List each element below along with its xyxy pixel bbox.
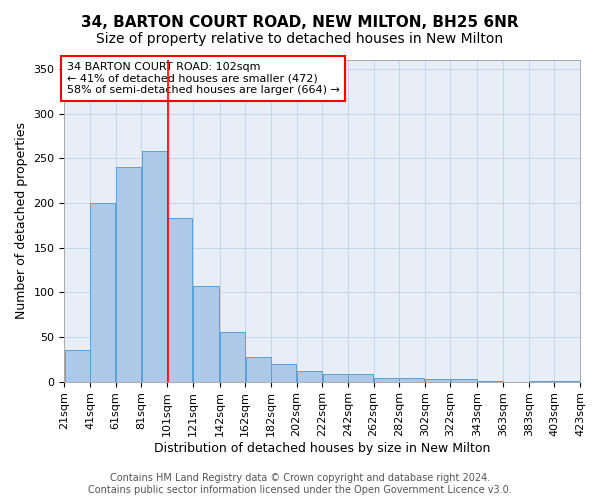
Bar xyxy=(167,218,193,382)
Bar xyxy=(142,151,167,382)
Bar xyxy=(65,350,90,382)
Text: Size of property relative to detached houses in New Milton: Size of property relative to detached ho… xyxy=(97,32,503,46)
Bar xyxy=(554,380,580,382)
Bar xyxy=(529,380,554,382)
Bar xyxy=(400,378,424,382)
Bar xyxy=(271,364,296,382)
Bar xyxy=(91,203,115,382)
Bar xyxy=(348,374,373,382)
Bar xyxy=(245,358,271,382)
Text: Contains HM Land Registry data © Crown copyright and database right 2024.
Contai: Contains HM Land Registry data © Crown c… xyxy=(88,474,512,495)
Text: 34, BARTON COURT ROAD, NEW MILTON, BH25 6NR: 34, BARTON COURT ROAD, NEW MILTON, BH25 … xyxy=(81,15,519,30)
Y-axis label: Number of detached properties: Number of detached properties xyxy=(15,122,28,320)
Bar xyxy=(425,379,450,382)
Bar xyxy=(451,379,477,382)
Bar xyxy=(478,380,503,382)
Bar xyxy=(297,371,322,382)
Bar xyxy=(193,286,219,382)
X-axis label: Distribution of detached houses by size in New Milton: Distribution of detached houses by size … xyxy=(154,442,490,455)
Bar xyxy=(220,332,245,382)
Bar xyxy=(323,374,347,382)
Bar xyxy=(374,378,399,382)
Text: 34 BARTON COURT ROAD: 102sqm
← 41% of detached houses are smaller (472)
58% of s: 34 BARTON COURT ROAD: 102sqm ← 41% of de… xyxy=(67,62,340,95)
Bar xyxy=(116,167,141,382)
